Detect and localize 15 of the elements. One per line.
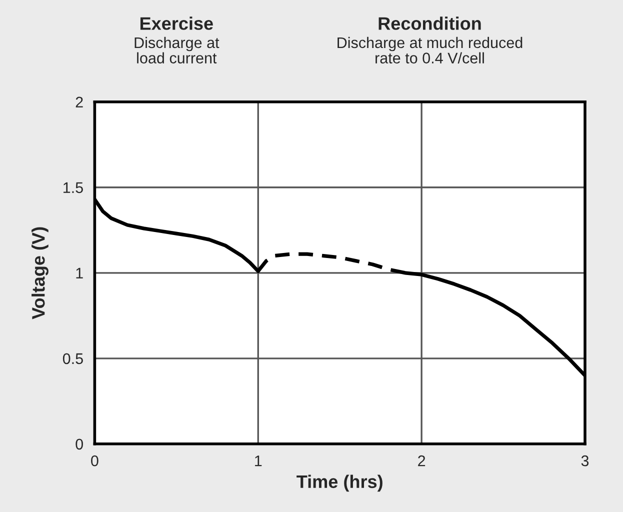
text: Exercise — [140, 16, 213, 30]
y-tick-label: 0.5 — [62, 353, 83, 364]
text: Recondition — [378, 16, 481, 30]
y-tick-label: 1.5 — [64, 182, 83, 194]
x-tick-label: 0 — [91, 455, 98, 466]
x-tick-label: 1 — [255, 456, 262, 466]
text: Discharge at load current — [134, 36, 220, 64]
x-tick-label: 2 — [418, 455, 426, 466]
y-axis-title: Voltage (V) — [32, 227, 48, 320]
y-tick-label: 1 — [76, 268, 83, 278]
x-axis-title: Time (hrs) — [296, 474, 382, 492]
x-tick-label: 3 — [581, 455, 589, 466]
y-tick-label: 0 — [76, 438, 83, 450]
text: Discharge at much reduced rate to 0.4 V/cell — [338, 36, 522, 64]
y-tick-label: 2 — [76, 96, 83, 108]
